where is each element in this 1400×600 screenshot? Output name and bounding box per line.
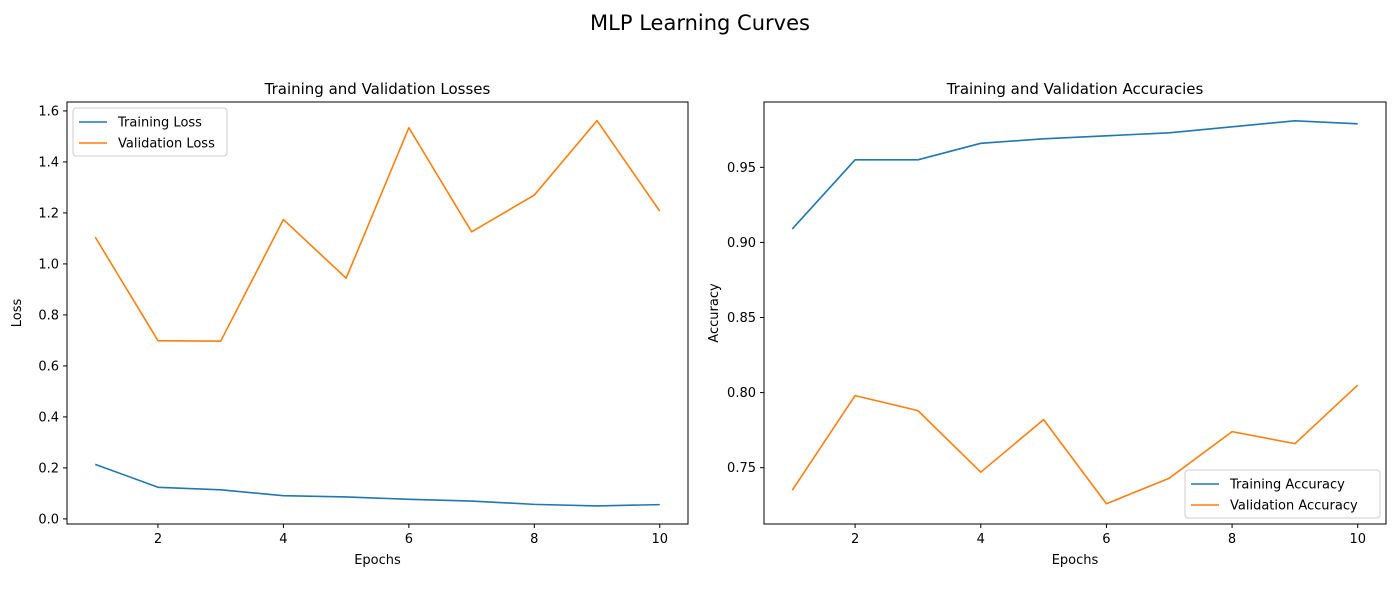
loss-x-tick-label: 8 bbox=[530, 532, 538, 547]
loss-chart: Training and Validation Losses 2 4 6 8 10 0.0 0… bbox=[10, 80, 689, 568]
accuracy-x-axis-label: Epochs bbox=[1052, 553, 1099, 568]
loss-axes-frame bbox=[66, 101, 689, 525]
accuracy-y-tick-label: 0.80 bbox=[727, 386, 756, 401]
loss-x-tick-label: 6 bbox=[405, 532, 413, 547]
accuracy-legend-label: Validation Accuracy bbox=[1230, 499, 1358, 514]
loss-legend: Training Loss Validation Loss bbox=[72, 107, 228, 157]
loss-y-tick-label: 0.8 bbox=[38, 308, 59, 323]
loss-y-tick-label: 1.4 bbox=[38, 155, 59, 170]
loss-y-tick-label: 1.2 bbox=[38, 206, 59, 221]
loss-series-line-validation-loss bbox=[94, 119, 661, 342]
accuracy-x-tick-label: 4 bbox=[977, 532, 985, 547]
accuracy-axes-frame bbox=[763, 101, 1387, 525]
loss-y-tick-label: 0.0 bbox=[38, 512, 59, 527]
accuracy-x-tick-label: 10 bbox=[1349, 532, 1366, 547]
accuracy-y-axis-label: Accuracy bbox=[707, 283, 722, 343]
loss-y-tick-label: 0.6 bbox=[38, 359, 59, 374]
loss-y-tick-label: 0.4 bbox=[38, 410, 59, 425]
figure-suptitle: MLP Learning Curves bbox=[590, 11, 810, 35]
accuracy-y-tick-label: 0.90 bbox=[727, 236, 756, 251]
loss-y-axis-label: Loss bbox=[10, 299, 25, 328]
loss-legend-box bbox=[72, 107, 228, 157]
loss-y-tick-label: 0.2 bbox=[38, 461, 59, 476]
loss-y-tick-label: 1.0 bbox=[38, 257, 59, 272]
accuracy-series-line-training-accuracy bbox=[791, 119, 1358, 230]
accuracy-legend-label: Training Accuracy bbox=[1229, 478, 1345, 493]
accuracy-legend-box bbox=[1184, 469, 1381, 519]
loss-chart-title: Training and Validation Losses bbox=[264, 80, 491, 98]
accuracy-x-tick-label: 2 bbox=[851, 532, 859, 547]
accuracy-x-tick-label: 6 bbox=[1102, 532, 1110, 547]
loss-series-line-training-loss bbox=[94, 463, 660, 507]
loss-y-tick-label: 1.6 bbox=[38, 104, 59, 119]
loss-legend-label: Training Loss bbox=[117, 116, 202, 131]
loss-x-tick-label: 2 bbox=[154, 532, 162, 547]
loss-x-tick-label: 4 bbox=[279, 532, 287, 547]
accuracy-y-tick-label: 0.75 bbox=[727, 461, 756, 476]
accuracy-y-tick-label: 0.95 bbox=[727, 161, 756, 176]
loss-legend-label: Validation Loss bbox=[118, 137, 215, 152]
accuracy-x-tick-label: 8 bbox=[1228, 532, 1236, 547]
accuracy-chart: Training and Validation Accuracies 2 4 6 8 10… bbox=[707, 80, 1387, 568]
loss-x-tick-label: 10 bbox=[651, 532, 668, 547]
accuracy-legend: Training Accuracy Validation Accuracy bbox=[1184, 469, 1381, 519]
accuracy-chart-title: Training and Validation Accuracies bbox=[946, 80, 1204, 98]
accuracy-series-line-validation-accuracy bbox=[791, 384, 1359, 505]
loss-x-axis-label: Epochs bbox=[354, 553, 401, 568]
accuracy-y-tick-label: 0.85 bbox=[727, 311, 756, 326]
